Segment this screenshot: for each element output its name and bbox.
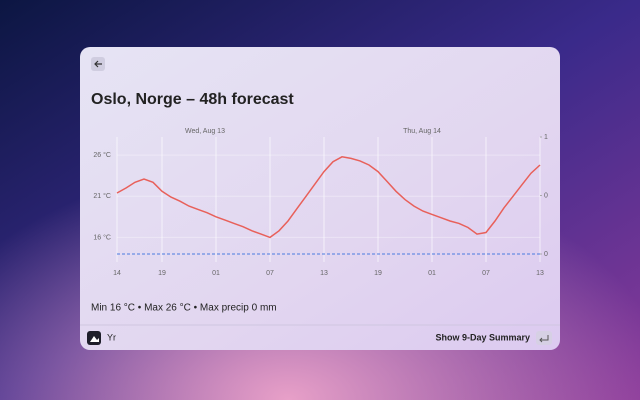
window (80, 47, 560, 350)
y2-tick-label: 0 (544, 192, 548, 199)
y2-tick-label: 1 (544, 134, 548, 141)
back-icon (94, 60, 102, 68)
y-tick-label: 21 °C (93, 192, 111, 200)
app-name: Yr (107, 332, 116, 342)
x-tick-label: 07 (482, 270, 490, 277)
y-tick-label: 16 °C (93, 233, 111, 241)
x-tick-label: 13 (320, 270, 328, 277)
x-tick-label: 07 (266, 270, 274, 277)
return-icon (539, 335, 549, 343)
y-tick-label: 26 °C (93, 151, 111, 159)
x-tick-label: 13 (536, 270, 544, 277)
x-tick-label: 14 (113, 270, 121, 277)
x-tick-label: 19 (374, 270, 382, 277)
y2-tick-label: 0 (544, 251, 548, 258)
action-button[interactable]: Show 9-Day Summary (435, 332, 530, 342)
day-label: Wed, Aug 13 (185, 128, 225, 135)
title: Oslo, Norge – 48h forecast (91, 91, 294, 108)
x-tick-label: 01 (212, 270, 220, 277)
action-key (536, 331, 552, 345)
x-tick-label: 19 (158, 270, 166, 277)
day-label: Thu, Aug 14 (403, 128, 441, 135)
temperature-line (116, 156, 541, 239)
app-icon-glyph (90, 336, 99, 342)
summary: Min 16 °C • Max 26 °C • Max precip 0 mm (91, 303, 277, 314)
x-tick-label: 01 (428, 270, 436, 277)
